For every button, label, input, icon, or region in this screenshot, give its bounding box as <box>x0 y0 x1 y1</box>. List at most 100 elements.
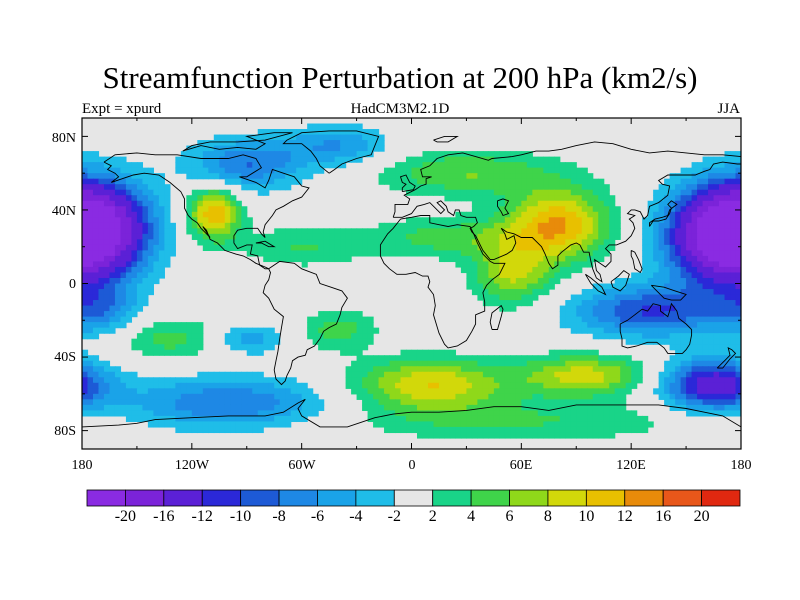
field-cell <box>477 228 484 235</box>
field-cell <box>340 239 347 246</box>
field-cell <box>142 388 149 395</box>
field-cell <box>290 145 297 152</box>
field-cell <box>340 123 347 130</box>
model-label: HadCM3M2.1D <box>350 101 450 117</box>
field-cell <box>411 415 418 423</box>
field-cell <box>592 228 599 235</box>
field-cell <box>587 217 594 224</box>
field-cell <box>103 228 111 235</box>
field-cell <box>175 344 182 351</box>
field-cell <box>680 266 687 274</box>
field-cell <box>340 311 347 318</box>
field-cell <box>219 426 226 434</box>
field-cell <box>488 239 495 246</box>
field-cell <box>702 250 709 257</box>
field-cell <box>345 156 352 163</box>
field-cell <box>455 167 462 174</box>
field-cell <box>493 167 500 174</box>
field-cell <box>158 239 165 246</box>
field-cell <box>521 360 528 367</box>
field-cell <box>109 272 116 279</box>
field-cell <box>114 162 122 169</box>
field-cell <box>131 195 138 202</box>
field-cell <box>279 421 286 428</box>
field-cell <box>713 173 720 180</box>
field-cell <box>466 371 473 378</box>
field-cell <box>697 184 704 191</box>
field-cell <box>268 151 275 158</box>
field-cell <box>482 162 489 169</box>
field-cell <box>246 327 253 334</box>
field-cell <box>576 399 583 406</box>
field-cell <box>499 217 506 224</box>
field-cell <box>246 421 253 428</box>
field-cell <box>581 294 588 301</box>
field-cell <box>521 184 528 191</box>
field-cell <box>301 399 308 406</box>
field-cell <box>444 228 451 235</box>
field-cell <box>235 371 242 378</box>
field-cell <box>708 156 715 163</box>
field-cell <box>241 399 248 406</box>
field-cell <box>504 421 511 428</box>
field-cell <box>713 255 720 263</box>
colorbar-label: -2 <box>387 508 401 525</box>
field-cell <box>587 426 594 434</box>
field-cell <box>411 421 418 428</box>
field-cell <box>345 228 352 235</box>
field-cell <box>274 173 281 180</box>
field-cell <box>147 377 154 384</box>
field-cell <box>191 217 198 224</box>
field-cell <box>482 222 489 229</box>
field-cell <box>433 178 440 185</box>
field-cell <box>719 399 726 406</box>
field-cell <box>576 377 583 384</box>
field-cell <box>224 244 231 251</box>
field-cell <box>680 167 687 174</box>
field-cell <box>230 167 237 174</box>
colorbar-box <box>163 489 203 507</box>
field-cell <box>735 316 741 323</box>
field-cell <box>427 377 435 384</box>
field-cell <box>691 228 698 235</box>
field-cell <box>521 222 528 229</box>
field-cell <box>400 167 407 174</box>
field-cell <box>554 184 561 191</box>
field-cell <box>664 305 671 312</box>
field-cell <box>186 349 193 356</box>
field-cell <box>241 327 248 334</box>
field-cell <box>147 250 154 257</box>
field-cell <box>548 415 555 423</box>
field-cell <box>730 360 737 367</box>
field-cell <box>147 261 154 268</box>
field-cell <box>389 393 396 400</box>
field-cell <box>345 344 352 351</box>
field-cell <box>702 338 709 345</box>
field-cell <box>373 244 380 251</box>
field-cell <box>334 255 341 263</box>
field-cell <box>345 250 352 257</box>
field-cell <box>642 222 649 229</box>
field-cell <box>719 377 726 384</box>
field-cell <box>378 134 385 141</box>
field-cell <box>719 338 726 345</box>
field-cell <box>87 322 94 329</box>
field-cell <box>559 211 566 218</box>
field-cell <box>329 145 336 152</box>
north-america-coast <box>103 152 310 270</box>
field-cell <box>730 338 737 345</box>
field-cell <box>691 410 698 417</box>
field-cell <box>427 355 435 362</box>
field-cell <box>82 233 89 240</box>
field-cell <box>477 355 484 362</box>
field-cell <box>235 333 242 340</box>
field-cell <box>477 200 484 207</box>
field-cell <box>603 289 610 296</box>
field-cell <box>345 255 352 263</box>
field-cell <box>537 283 544 290</box>
field-cell <box>691 200 698 207</box>
field-cell <box>532 217 539 224</box>
field-cell <box>642 255 649 263</box>
field-cell <box>697 322 704 329</box>
field-cell <box>312 399 319 406</box>
